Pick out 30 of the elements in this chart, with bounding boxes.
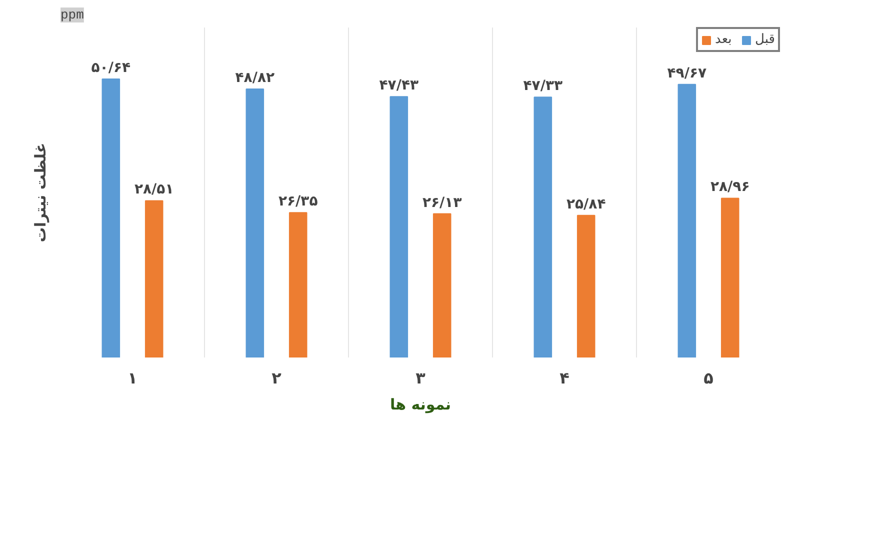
bar [288,212,308,358]
data-label: ۲۸/۹۶ [710,179,750,196]
y-axis-title: غلظت نیترات [32,142,50,242]
bar [720,198,740,358]
data-label: ۲۶/۱۳ [422,194,462,211]
x-tick-label: ۳ [416,368,426,388]
bar [432,213,452,358]
x-axis-title: نمونه ها [390,396,452,414]
data-label: ۲۸/۵۱ [134,182,174,198]
text: ppm [60,8,84,22]
data-label: ۴۸/۸۲ [235,70,275,86]
data-label: ۴۹/۶۷ [667,65,707,82]
data-label: ۵۰/۶۴ [91,60,131,76]
x-tick-label: ۱ [128,368,138,388]
bar [144,200,164,358]
data-label: ۴۷/۳۳ [523,78,563,94]
data-label: ۲۶/۳۵ [278,194,318,210]
bar [534,96,552,358]
bar [390,96,408,358]
data-label: ۲۵/۸۴ [566,196,606,212]
legend-label: قبل [755,32,775,47]
bar [102,78,120,358]
x-tick-label: ۲ [272,368,282,388]
bar [246,88,264,358]
bar [576,214,596,358]
data-label: ۴۷/۴۳ [379,78,419,94]
x-tick-label: ۵ [704,368,714,388]
legend-label: بعد [715,32,733,47]
x-tick-label: ۴ [560,368,570,388]
bar [678,84,696,358]
